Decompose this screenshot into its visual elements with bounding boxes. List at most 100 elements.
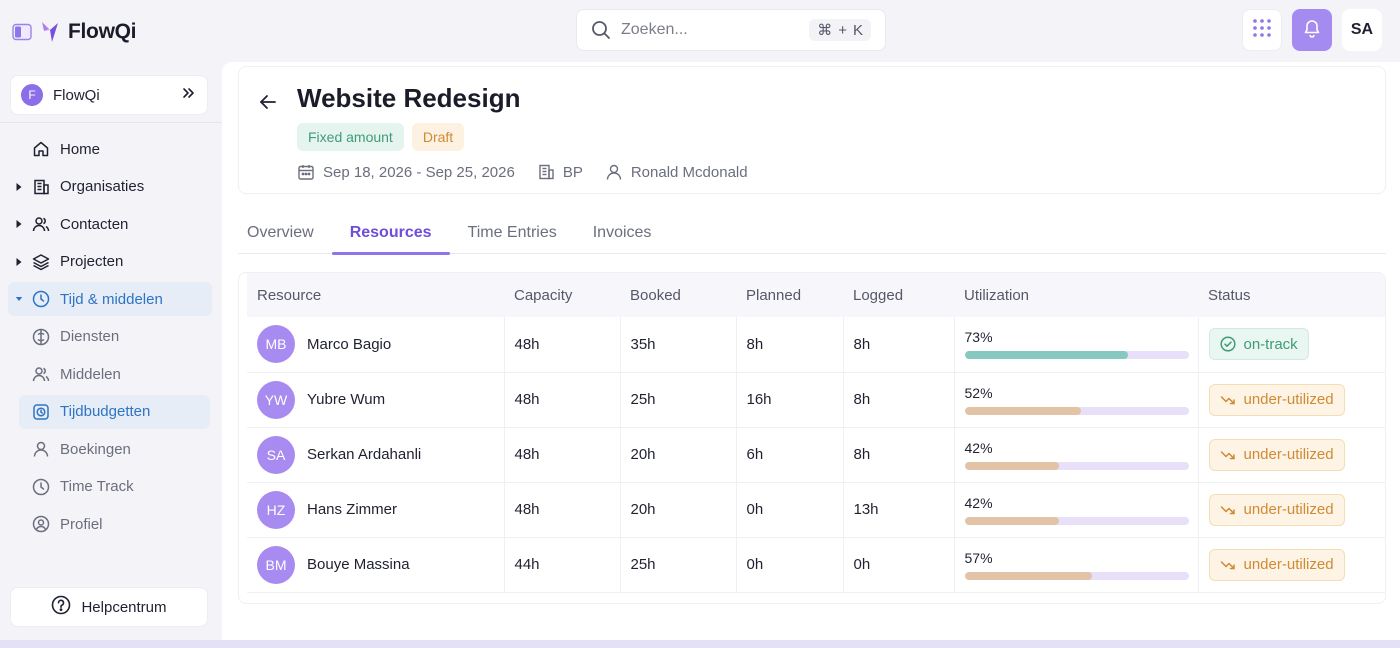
tab-invoices[interactable]: Invoices [592, 224, 652, 241]
sidebar-item-contacten[interactable]: Contacten [8, 207, 212, 241]
sidebar-item-profiel[interactable]: Profiel [8, 507, 212, 541]
clock-icon [32, 478, 50, 496]
table-row[interactable]: HZ Hans Zimmer 48h 20h 0h 13h 42% under-utilize… [247, 482, 1385, 538]
utilization-cell: 42% [954, 482, 1199, 538]
status-cell: under-utilized [1198, 537, 1385, 593]
sidebar-item-organisaties[interactable]: Organisaties [8, 170, 212, 204]
sidebar-item-time-track[interactable]: Time Track [8, 470, 212, 504]
org-avatar: F [21, 84, 43, 106]
utilization-bar-fill [964, 571, 1093, 580]
search-bar[interactable]: Zoeken... ⌘ + K [576, 9, 886, 51]
tab-resources[interactable]: Resources [331, 212, 450, 255]
utilization-bar [964, 461, 1189, 470]
caret-right-icon[interactable] [15, 219, 23, 229]
sidebar-item-projecten[interactable]: Projecten [8, 245, 212, 279]
status-cell: under-utilized [1198, 427, 1385, 483]
column-header-planned: Planned [736, 273, 843, 317]
booked-cell: 20h [620, 482, 737, 538]
project-org: BP [537, 163, 583, 181]
column-header-booked: Booked [620, 273, 736, 317]
project-owner: Ronald Mcdonald [605, 163, 748, 181]
logged-cell: 13h [843, 482, 955, 538]
bell-icon [1302, 18, 1322, 43]
resources-table-container: Resource Capacity Booked Planned Logged Utili… [238, 272, 1386, 604]
search-input[interactable]: Zoeken... [621, 21, 688, 38]
clock-icon [32, 290, 50, 308]
status-label: on-track [1243, 335, 1298, 353]
brand: FlowQi [12, 18, 137, 46]
caret-right-icon[interactable] [15, 257, 23, 267]
caret-down-icon[interactable] [15, 295, 23, 303]
user-icon [32, 440, 50, 458]
planned-cell: 16h [736, 372, 844, 428]
tab-time-entries[interactable]: Time Entries [467, 224, 557, 241]
column-header-status: Status [1198, 273, 1385, 317]
booked-cell: 25h [620, 372, 737, 428]
resource-name[interactable]: Marco Bagio [307, 335, 392, 353]
help-center-button[interactable]: Helpcentrum [10, 587, 208, 627]
users-icon [32, 365, 50, 383]
check-circle-icon [1219, 336, 1236, 352]
capacity-cell: 48h [504, 427, 621, 483]
sidebar-item-label: Middelen [60, 365, 121, 383]
table-row[interactable]: YW Yubre Wum 48h 25h 16h 8h 52% under-utilized [247, 372, 1385, 428]
status-label: under-utilized [1243, 501, 1334, 518]
sidebar-item-tijd-middelen[interactable]: Tijd & middelen [8, 282, 212, 316]
billing-type-badge: Fixed amount [297, 123, 404, 151]
logged-cell: 8h [843, 427, 955, 483]
resource-cell: SA Serkan Ardahanli [247, 427, 505, 483]
status-label: under-utilized [1243, 556, 1334, 573]
utilization-cell: 73% [954, 317, 1199, 373]
sidebar-item-label: Contacten [60, 215, 129, 233]
main-content: Website Redesign Fixed amount Draft Sep … [222, 62, 1400, 640]
resource-name[interactable]: Hans Zimmer [307, 501, 398, 518]
user-avatar-button[interactable]: SA [1342, 9, 1382, 51]
project-tabs: Overview Resources Time Entries Invoices [238, 212, 1386, 255]
user-icon [605, 163, 623, 181]
org-switcher[interactable]: F FlowQi [10, 75, 208, 115]
booked-cell: 25h [620, 537, 737, 593]
notifications-button[interactable] [1292, 9, 1332, 51]
resource-name[interactable]: Yubre Wum [307, 391, 386, 408]
avatar: HZ [257, 490, 295, 529]
project-dates: Sep 18, 2026 - Sep 25, 2026 [297, 163, 515, 181]
status-badge: under-utilized [1208, 383, 1345, 416]
resource-name[interactable]: Serkan Ardahanli [307, 446, 422, 463]
status-cell: on-track [1198, 317, 1385, 373]
sidebar-item-boekingen[interactable]: Boekingen [8, 432, 212, 466]
sidebar-item-label: Tijd & middelen [60, 290, 163, 308]
logged-cell: 0h [843, 537, 955, 593]
sidebar-toggle-icon[interactable] [12, 22, 32, 42]
sidebar-item-diensten[interactable]: Diensten [8, 320, 212, 354]
back-arrow-icon[interactable] [257, 91, 279, 113]
utilization-bar-fill [964, 461, 1059, 470]
sidebar-item-label: Home [60, 140, 101, 158]
sidebar-item-middelen[interactable]: Middelen [8, 357, 212, 391]
shortcut-key-cmd: ⌘ [817, 22, 833, 39]
resources-table: Resource Capacity Booked Planned Logged Utili… [247, 273, 1385, 593]
status-label: under-utilized [1243, 446, 1334, 463]
trend-down-icon [1220, 392, 1236, 408]
top-bar: FlowQi Zoeken... ⌘ + K SA [0, 0, 1400, 62]
trend-down-icon [1220, 557, 1236, 573]
resource-name[interactable]: Bouye Massina [307, 556, 410, 573]
org-code: BP [562, 163, 583, 181]
utilization-percent: 42% [964, 494, 993, 511]
sidebar-item-home[interactable]: Home [8, 132, 212, 166]
table-row[interactable]: SA Serkan Ardahanli 48h 20h 6h 8h 42% under-uti… [247, 427, 1385, 483]
table-row[interactable]: BM Bouye Massina 44h 25h 0h 0h 57% under-utiliz… [247, 537, 1385, 593]
profile-icon [32, 515, 50, 533]
tab-overview[interactable]: Overview [247, 224, 314, 241]
capacity-cell: 48h [504, 317, 621, 373]
status-cell: under-utilized [1198, 482, 1385, 538]
sidebar-item-tijdbudgetten[interactable]: Tijdbudgetten [19, 394, 210, 429]
status-badge: Draft [411, 123, 465, 151]
capacity-cell: 48h [504, 482, 621, 538]
table-row[interactable]: MB Marco Bagio 48h 35h 8h 8h 73% on-track [247, 317, 1385, 373]
caret-right-icon[interactable] [15, 182, 23, 192]
collapse-sidebar-icon[interactable] [181, 85, 197, 106]
capacity-cell: 44h [504, 537, 621, 593]
sidebar-divider [0, 122, 222, 123]
apps-grid-button[interactable] [1242, 9, 1282, 51]
owner-name: Ronald Mcdonald [630, 163, 748, 181]
